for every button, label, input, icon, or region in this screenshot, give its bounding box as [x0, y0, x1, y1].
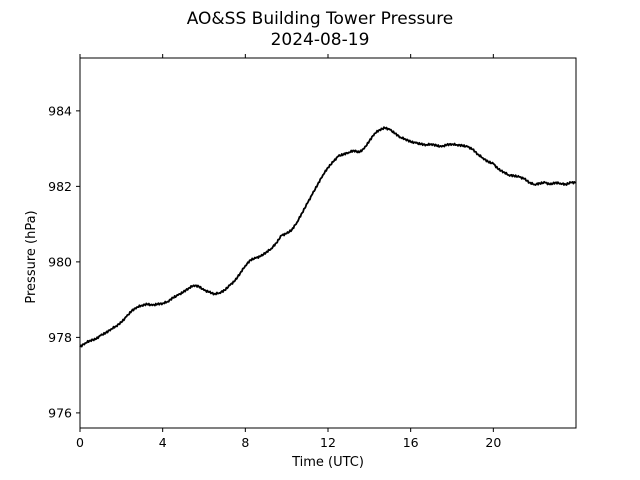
x-axis-label: Time (UTC) — [291, 455, 364, 470]
y-tick-label: 982 — [48, 179, 72, 194]
y-axis-label: Pressure (hPa) — [24, 210, 39, 303]
x-tick-label: 16 — [403, 435, 419, 450]
y-tick-label: 980 — [48, 254, 72, 269]
x-tick-label: 8 — [241, 435, 249, 450]
y-tick-label: 984 — [48, 103, 72, 118]
y-tick-label: 976 — [48, 405, 72, 420]
chart-title: AO&SS Building Tower Pressure — [187, 9, 454, 29]
x-tick-label: 20 — [485, 435, 501, 450]
x-axis-ticks: 0 4 8 12 16 20 — [76, 54, 501, 450]
plot-area — [79, 57, 577, 429]
y-tick-label: 978 — [48, 330, 72, 345]
x-tick-label: 12 — [320, 435, 336, 450]
series-line-0 — [79, 126, 577, 348]
x-tick-label: 0 — [76, 435, 84, 450]
plot-frame — [79, 57, 577, 429]
x-tick-label: 4 — [159, 435, 167, 450]
chart-subtitle: 2024-08-19 — [271, 30, 370, 50]
y-axis-ticks: 976 978 980 982 984 — [48, 103, 80, 420]
